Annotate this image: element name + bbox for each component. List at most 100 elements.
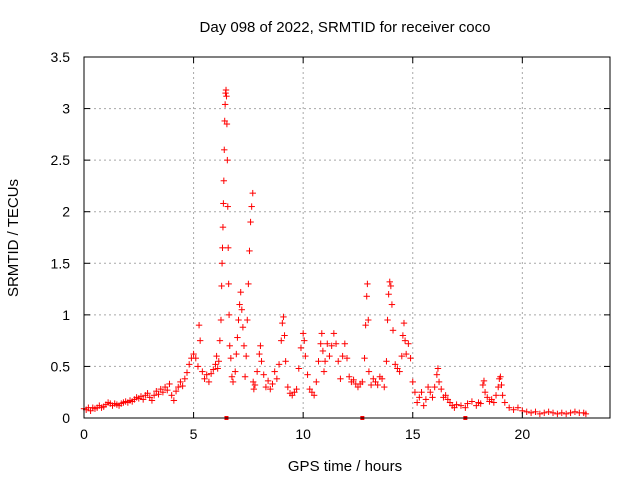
data-point [242, 352, 250, 360]
data-point [164, 386, 171, 394]
data-point [477, 400, 484, 407]
data-point [241, 373, 249, 380]
data-point [392, 361, 399, 368]
data-point [273, 375, 281, 383]
data-point [365, 368, 373, 375]
data-point [220, 177, 228, 184]
data-point [258, 358, 265, 365]
data-point [139, 396, 147, 403]
data-point [212, 361, 219, 368]
data-point [396, 368, 403, 375]
data-point [541, 409, 548, 417]
y-tick-labels: 0 0.5 1 1.5 2 2.5 3 3.5 [51, 49, 71, 426]
x-tick-labels: 0 5 10 15 20 [80, 426, 530, 442]
data-point [514, 404, 522, 411]
data-point [438, 385, 445, 393]
data-point [562, 410, 570, 418]
data-point [195, 321, 203, 329]
data-point [293, 385, 300, 393]
data-point [527, 409, 535, 417]
data-point [282, 358, 289, 365]
data-point [205, 378, 213, 386]
data-point [218, 282, 225, 290]
data-point [225, 311, 233, 319]
data-point [492, 392, 500, 399]
x-tick-label: 10 [295, 426, 311, 442]
data-point [233, 350, 240, 358]
data-point [420, 402, 427, 409]
data-point [545, 408, 552, 416]
data-point [217, 316, 225, 324]
data-point [278, 337, 285, 344]
data-point [499, 392, 506, 399]
data-point [219, 223, 227, 231]
data-point [398, 352, 405, 360]
data-point [172, 387, 180, 395]
data-point [401, 337, 409, 344]
data-point [192, 354, 199, 362]
data-point [409, 378, 416, 386]
data-point [237, 288, 244, 296]
data-point [402, 350, 410, 358]
data-point [510, 406, 517, 413]
data-point [190, 350, 197, 358]
data-point [227, 354, 235, 362]
data-point [260, 371, 267, 378]
data-point [363, 293, 370, 300]
data-point [214, 365, 221, 372]
data-point [207, 370, 215, 377]
data-point [317, 340, 324, 347]
data-point [384, 316, 391, 324]
data-point [247, 218, 254, 226]
data-point [168, 392, 175, 399]
data-point [218, 260, 226, 267]
data-point [213, 352, 220, 360]
data-point [240, 342, 248, 349]
data-point [224, 203, 231, 210]
data-point [495, 383, 502, 391]
data-point [505, 404, 513, 411]
data-point [424, 383, 432, 391]
data-point [422, 396, 430, 403]
data-point [226, 342, 233, 349]
data-point [183, 369, 191, 376]
data-point [221, 146, 228, 154]
data-point [246, 247, 253, 255]
data-point [387, 282, 395, 290]
data-point [264, 377, 272, 385]
data-point [196, 337, 204, 344]
data-point [399, 332, 407, 339]
data-point [159, 389, 167, 396]
data-point [582, 410, 590, 418]
data-point [250, 385, 258, 393]
data-point [201, 375, 208, 383]
x-tick-label: 0 [80, 426, 88, 442]
data-point [225, 280, 232, 288]
data-point [216, 337, 224, 344]
data-point [150, 392, 158, 399]
data-point [332, 340, 340, 347]
data-point [256, 350, 263, 358]
data-point [219, 244, 226, 252]
data-point [407, 354, 414, 362]
data-point [148, 397, 156, 404]
data-points [80, 86, 590, 420]
data-point [324, 340, 331, 347]
data-point [203, 371, 210, 378]
data-point [244, 316, 251, 324]
data-point [304, 371, 311, 378]
data-point [337, 375, 344, 383]
data-point [532, 408, 539, 416]
data-point [318, 330, 325, 337]
data-point [416, 394, 423, 401]
data-point [155, 391, 162, 398]
data-point [222, 86, 230, 94]
data-point [228, 373, 236, 380]
data-point [362, 321, 369, 329]
data-point [236, 301, 243, 308]
data-point [229, 378, 237, 386]
y-tick-label: 2.5 [51, 152, 71, 168]
data-point [223, 120, 231, 128]
data-point [221, 101, 229, 108]
